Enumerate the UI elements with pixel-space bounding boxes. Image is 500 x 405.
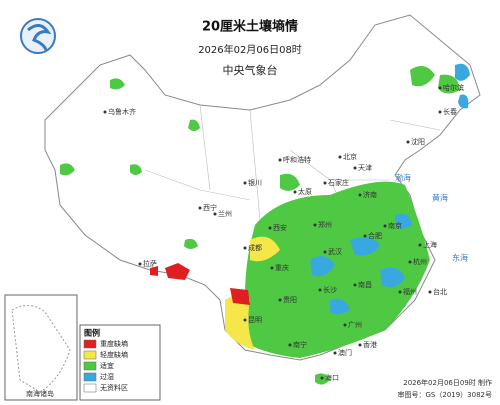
legend-label: 无资料区 <box>100 383 128 392</box>
city-dot <box>333 351 337 355</box>
sea-label: 黄海 <box>432 193 448 203</box>
inset-boundary <box>11 305 71 393</box>
city-dot <box>288 343 292 347</box>
legend-swatch <box>83 372 97 382</box>
city-label: 济南 <box>363 190 377 199</box>
city-label: 西安 <box>273 223 287 232</box>
city-dot <box>138 262 142 266</box>
city-label: 太原 <box>298 187 312 196</box>
city-dot <box>103 110 107 114</box>
city-label: 南宁 <box>293 340 307 349</box>
footer-approval: 审图号：GS（2019）3082号 <box>398 390 493 399</box>
city-label: 呼和浩特 <box>283 155 311 164</box>
sea-label: 渤海 <box>395 173 411 183</box>
legend-title: 图例 <box>84 328 100 338</box>
inset-label: 南海诸岛 <box>26 389 54 398</box>
city-dot <box>353 166 357 170</box>
city-label: 长春 <box>443 107 457 116</box>
city-dot <box>243 246 247 250</box>
city-label: 香港 <box>363 340 377 349</box>
city-label: 兰州 <box>218 209 232 218</box>
city-label: 成都 <box>248 243 262 252</box>
city-dot <box>338 155 342 159</box>
city-dot <box>406 140 410 144</box>
city-dot <box>270 266 274 270</box>
city-label: 郑州 <box>318 221 332 229</box>
moisture-areas <box>60 63 470 385</box>
city-dot <box>438 110 442 114</box>
city-label: 武汉 <box>328 247 342 256</box>
city-dot <box>313 223 317 227</box>
map-title: 20厘米土壤墒情 <box>202 19 298 35</box>
city-label: 台北 <box>433 287 447 296</box>
city-dot <box>278 158 282 162</box>
city-dot <box>268 226 272 230</box>
city-label: 昆明 <box>248 316 262 324</box>
city-label: 重庆 <box>275 263 289 272</box>
city-label: 哈尔滨 <box>443 83 464 92</box>
city-label: 南昌 <box>358 280 372 289</box>
city-dot <box>418 243 422 247</box>
legend-label: 重度缺墒 <box>100 339 128 348</box>
city-dot <box>198 206 202 210</box>
city-label: 北京 <box>343 152 357 161</box>
city-label: 海口 <box>325 373 339 382</box>
city-label: 乌鲁木齐 <box>108 107 136 116</box>
city-dot <box>323 250 327 254</box>
city-dot <box>358 343 362 347</box>
city-label: 福州 <box>403 287 417 296</box>
map-agency: 中央气象台 <box>223 63 278 77</box>
city-label: 沈阳 <box>411 137 425 146</box>
city-dot <box>358 193 362 197</box>
city-dot <box>213 212 217 216</box>
city-label: 合肥 <box>368 231 382 240</box>
city-dot <box>408 260 412 264</box>
sea-label: 东海 <box>452 253 468 263</box>
legend-swatch <box>83 361 97 371</box>
footer-made: 2026年02月06日09时 制作 <box>403 378 492 387</box>
city-label: 广州 <box>348 320 362 329</box>
city-dot <box>278 298 282 302</box>
city-label: 拉萨 <box>143 259 157 268</box>
legend-swatch <box>83 383 97 393</box>
city-dot <box>320 376 324 380</box>
city-dot <box>318 288 322 292</box>
city-label: 南京 <box>388 221 402 230</box>
city-label: 西宁 <box>203 203 217 212</box>
city-dot <box>353 283 357 287</box>
city-dot <box>398 290 402 294</box>
map-time: 2026年02月06日08时 <box>198 43 302 56</box>
city-dot <box>383 224 387 228</box>
legend-swatch <box>83 339 97 349</box>
legend-label: 适宜 <box>100 361 114 370</box>
city-dot <box>343 323 347 327</box>
city-label: 澳门 <box>338 348 352 357</box>
city-label: 银川 <box>248 178 262 187</box>
city-label: 贵阳 <box>283 295 297 304</box>
city-dot <box>293 190 297 194</box>
city-label: 杭州 <box>413 257 427 266</box>
legend-label: 轻度缺墒 <box>100 350 128 359</box>
city-label: 天津 <box>358 164 372 172</box>
legend-label: 过湿 <box>100 372 114 381</box>
logo <box>20 18 56 54</box>
city-label: 上海 <box>423 240 437 249</box>
city-dot <box>323 181 327 185</box>
city-dot <box>438 86 442 90</box>
city-dot <box>243 318 247 322</box>
inset-frame <box>4 294 78 401</box>
city-dot <box>428 290 432 294</box>
city-label: 石家庄 <box>328 178 349 187</box>
city-label: 长沙 <box>323 285 337 294</box>
legend-swatch <box>83 350 97 360</box>
city-dot <box>363 234 367 238</box>
city-dot <box>243 181 247 185</box>
